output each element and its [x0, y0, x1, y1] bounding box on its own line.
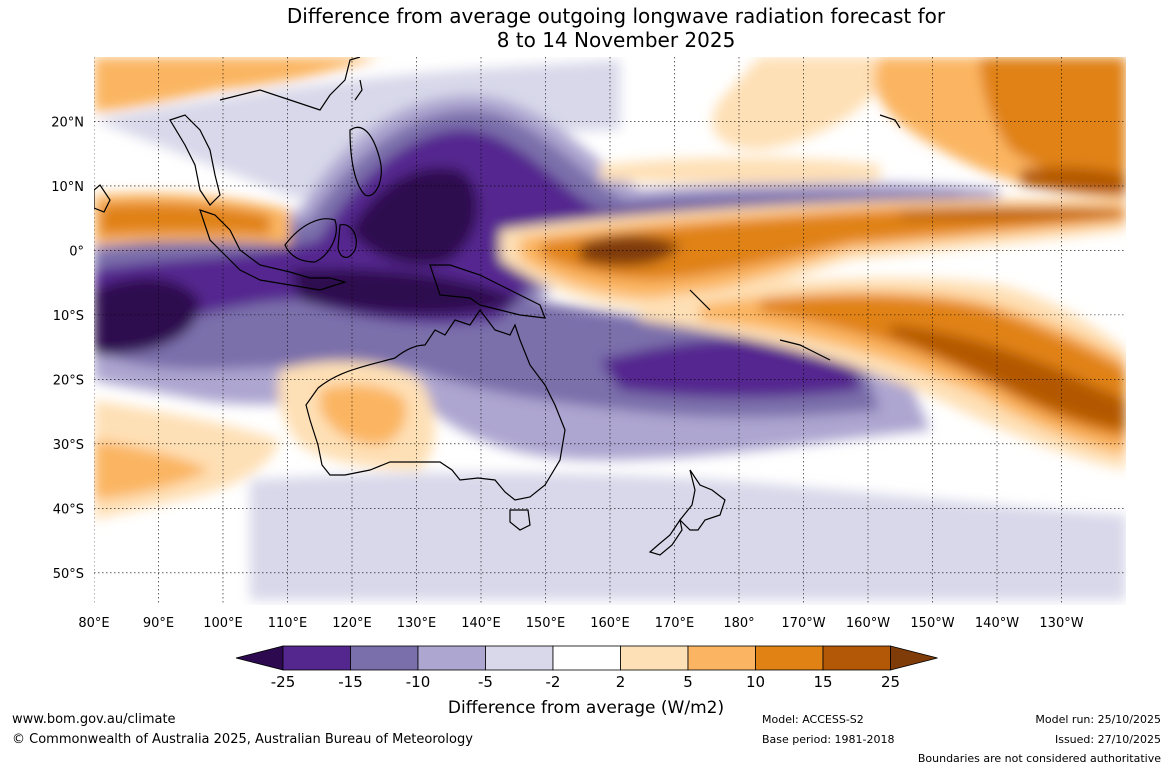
australia-coast	[305, 308, 566, 501]
longitude-label: 90°E	[143, 616, 174, 631]
borneo-coast	[284, 218, 337, 263]
gridlines	[94, 57, 1126, 605]
colorbar-bin	[485, 645, 554, 671]
longitude-label: 120°E	[332, 616, 372, 631]
coastlines	[94, 57, 901, 556]
longitude-label: 80°E	[78, 616, 109, 631]
olr-anomaly-field	[94, 57, 1126, 605]
longitude-label: 160°E	[590, 616, 630, 631]
sulawesi-coast	[337, 224, 357, 258]
longitude-label: 170°E	[655, 616, 695, 631]
latitude-label: 20°N	[51, 115, 84, 130]
solomon-islands-coast	[689, 289, 711, 311]
footer-model: Model: ACCESS-S2	[762, 713, 864, 726]
longitude-label: 100°E	[203, 616, 243, 631]
colorbar-extend-low	[235, 645, 284, 671]
colorbar-bin	[620, 645, 689, 671]
title-line-1: Difference from average outgoing longwav…	[286, 4, 946, 28]
taiwan-coast	[354, 79, 363, 101]
footer-base-period: Base period: 1981-2018	[762, 733, 895, 746]
footer-copyright: © Commonwealth of Australia 2025, Austra…	[12, 732, 473, 747]
latitude-label: 20°S	[53, 373, 84, 388]
colorbar-tick-label: -2	[546, 673, 561, 691]
sumatra-java-coast	[199, 209, 348, 291]
fiji-coast	[779, 339, 831, 361]
longitude-label: 130°W	[1039, 616, 1083, 631]
longitude-label: 130°E	[397, 616, 437, 631]
longitude-labels: 80°E 90°E 100°E 110°E 120°E 130°E 140°E 150°E 16…	[78, 616, 1083, 631]
longitude-label: 140°W	[975, 616, 1019, 631]
latitude-label: 40°S	[53, 502, 84, 517]
colorbar-title: Difference from average (W/m2)	[448, 698, 724, 718]
latitude-label: 0°	[69, 244, 84, 259]
colorbar-tick-label: 5	[683, 673, 693, 691]
new-zealand-south-coast	[648, 518, 683, 556]
colorbar-tick-label: -15	[338, 673, 363, 691]
tasmania-coast	[509, 509, 531, 531]
colorbar-tick-label: 2	[616, 673, 626, 691]
new-guinea-coast	[429, 264, 546, 319]
footer-issued: Issued: 27/10/2025	[1054, 733, 1161, 746]
colorbar-tick-label: -25	[271, 673, 296, 691]
colorbar-bin	[755, 645, 824, 671]
latitude-label: 10°S	[53, 309, 84, 324]
title-line-2: 8 to 14 November 2025	[496, 28, 736, 52]
latitude-label: 30°S	[53, 438, 84, 453]
colorbar: -25 -15 -10 -5 -2 2 5 10 15 25	[235, 645, 938, 691]
latitude-label: 10°N	[51, 180, 84, 195]
indochina-coast	[169, 114, 221, 206]
colorbar-bin	[282, 645, 351, 671]
footer-model-run: Model run: 25/10/2025	[1035, 713, 1161, 726]
longitude-label: 150°E	[526, 616, 566, 631]
chart-title: Difference from average outgoing longwav…	[0, 4, 1173, 52]
longitude-label: 140°E	[461, 616, 501, 631]
colorbar-bin	[687, 645, 756, 671]
latitude-labels: 20°N 10°N 0° 10°S 20°S 30°S 40°S 50°S	[51, 115, 84, 581]
latitude-label: 50°S	[53, 567, 84, 582]
hawaii-coast	[879, 114, 901, 129]
colorbar-bin	[552, 645, 621, 671]
china-coast	[219, 57, 361, 111]
colorbar-extend-high	[890, 645, 938, 671]
new-zealand-north-coast	[679, 469, 726, 531]
philippines-coast	[349, 126, 382, 197]
longitude-label: 150°W	[910, 616, 954, 631]
longitude-label: 180°	[723, 616, 754, 631]
longitude-label: 170°W	[781, 616, 825, 631]
footer-disclaimer: Boundaries are not considered authoritat…	[917, 752, 1161, 765]
longitude-label: 110°E	[268, 616, 308, 631]
colorbar-tick-label: 10	[746, 673, 765, 691]
colorbar-tick-label: 25	[881, 673, 900, 691]
longitude-label: 160°W	[846, 616, 890, 631]
colorbar-bin	[822, 645, 891, 671]
colorbar-tick-label: -10	[406, 673, 431, 691]
colorbar-tick-label: 15	[813, 673, 832, 691]
colorbar-tick-label: -5	[478, 673, 493, 691]
colorbar-bin	[417, 645, 486, 671]
footer-website: www.bom.gov.au/climate	[12, 712, 176, 727]
colorbar-bin	[350, 645, 419, 671]
